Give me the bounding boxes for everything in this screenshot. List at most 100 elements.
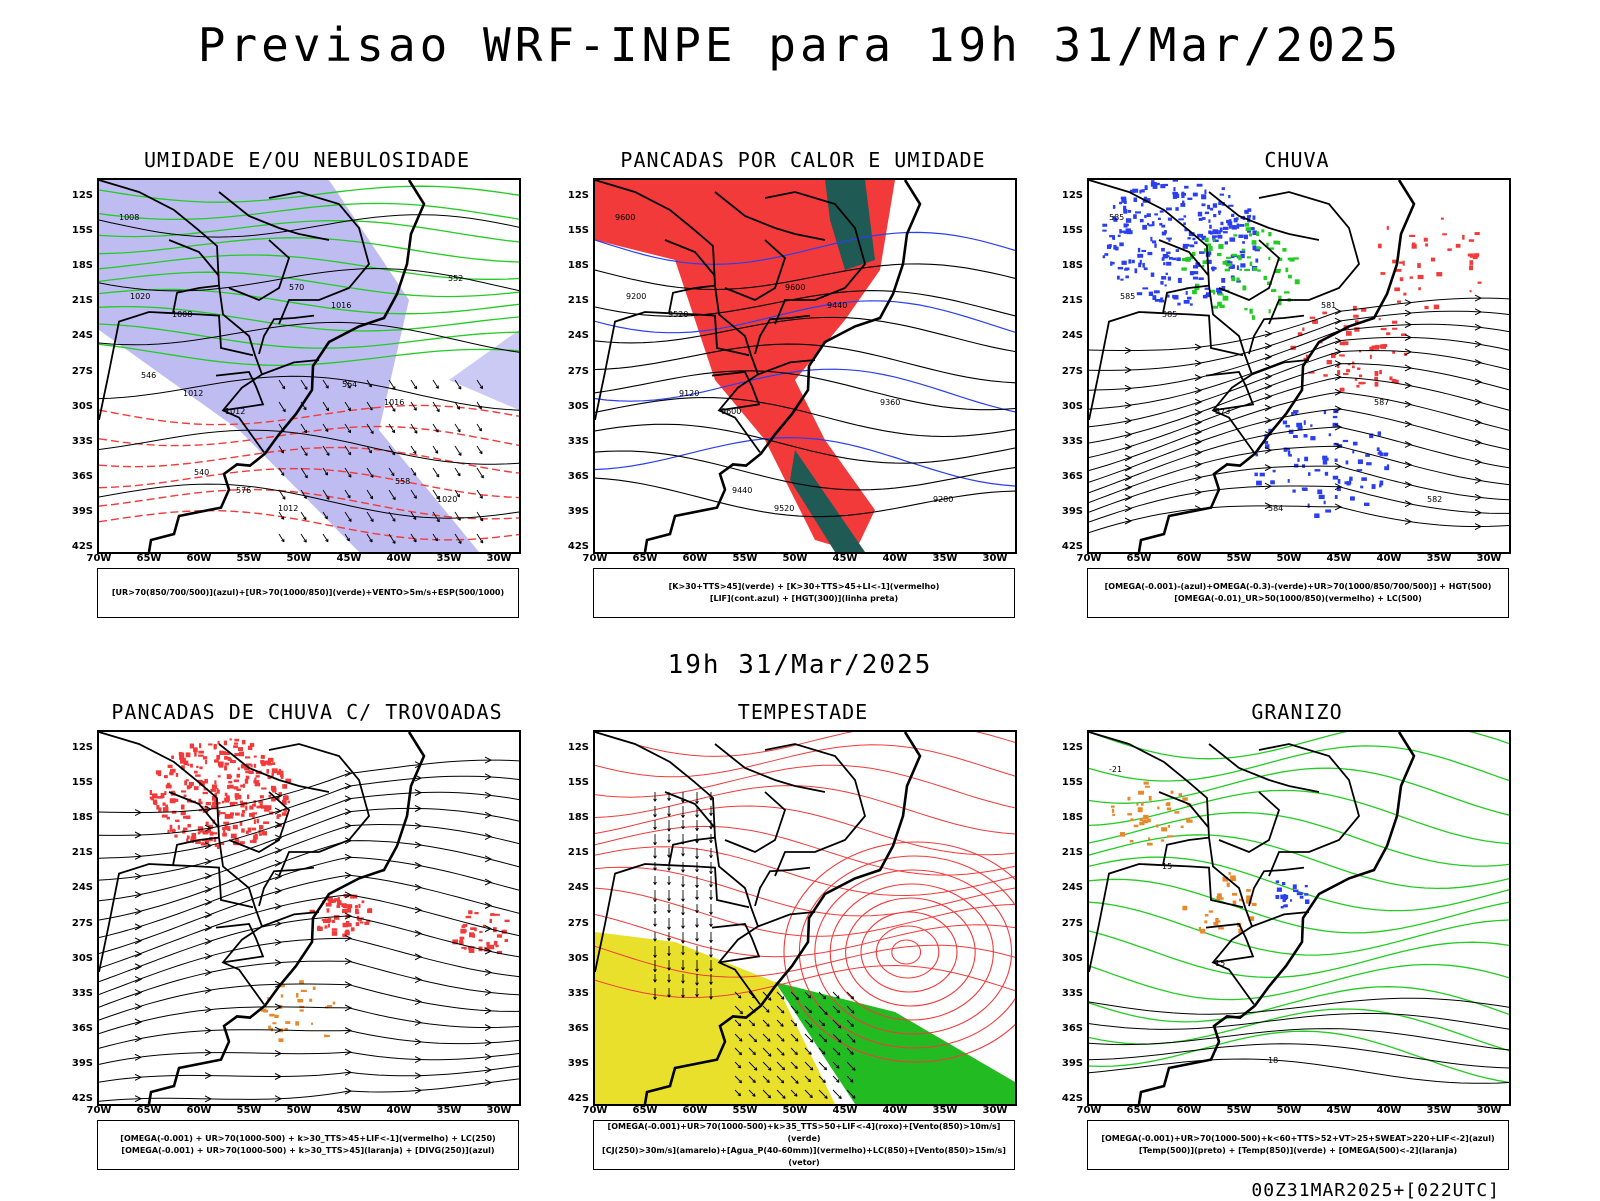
precip-cell [150, 790, 152, 795]
contour-line [1089, 1013, 1509, 1029]
longitude-tick-label: 60W [1174, 553, 1204, 564]
precip-cell [1124, 268, 1128, 270]
precip-cell [364, 922, 369, 925]
precip-cell [1297, 892, 1303, 895]
latitude-tick-label: 24S [1057, 882, 1083, 893]
precip-cell [1192, 290, 1197, 294]
precip-cell [1147, 818, 1151, 822]
precip-cell [216, 788, 218, 793]
contour-label: 564 [342, 380, 357, 389]
precip-cell [1424, 306, 1428, 309]
map-svg: 1008100810121012101610161020102010125765… [99, 180, 519, 552]
panel-title: UMIDADE E/OU NEBULOSIDADE [97, 148, 517, 172]
precip-cell [1142, 225, 1147, 230]
precip-cell [1354, 327, 1359, 332]
precip-cell [1409, 235, 1415, 237]
precip-cell [1325, 472, 1328, 476]
precip-cell [1161, 827, 1167, 831]
precip-cell [198, 799, 201, 804]
precip-cell [199, 766, 202, 769]
streamline [99, 825, 519, 901]
precip-cell [1193, 277, 1198, 280]
streamline [1089, 377, 1509, 457]
longitude-tick-label: 30W [484, 553, 514, 564]
precip-cell [268, 1026, 271, 1029]
contour-line [595, 847, 1015, 896]
latitude-tick-label: 24S [67, 882, 93, 893]
precip-cell [1270, 480, 1275, 484]
precip-cell [1379, 450, 1382, 453]
precip-cell [347, 908, 351, 913]
precip-cell [1161, 276, 1166, 280]
contour-label: 9440 [732, 486, 752, 495]
precip-cell [224, 741, 227, 746]
precip-cell [156, 770, 161, 774]
contour-label: 15 [1215, 959, 1225, 968]
precip-cell [1372, 484, 1376, 489]
precip-cell [1113, 205, 1115, 209]
precip-cell [1238, 255, 1241, 258]
precip-cell [170, 830, 176, 832]
precip-cell [1233, 234, 1237, 236]
precip-cell [1364, 503, 1369, 506]
precip-cell [1469, 265, 1473, 270]
precip-cell [1400, 277, 1404, 281]
precip-cell [262, 831, 267, 835]
longitude-tick-label: 70W [1074, 1105, 1104, 1116]
latitude-tick-label: 12S [67, 742, 93, 753]
precip-cell [1379, 318, 1381, 320]
precip-cell [1375, 382, 1379, 387]
streamline [99, 760, 519, 812]
precip-cell [1282, 882, 1285, 885]
precip-cell [1157, 807, 1159, 810]
latitude-tick-label: 33S [67, 436, 93, 447]
country-border [1259, 744, 1359, 876]
latitude-tick-label: 12S [563, 190, 589, 201]
precip-cell [1353, 315, 1359, 318]
precip-cell [1476, 253, 1480, 256]
precip-cell [1166, 207, 1172, 210]
country-border [1163, 865, 1243, 907]
precip-cell [1147, 252, 1152, 255]
precip-cell [1160, 281, 1163, 285]
contour-label: 584 [1268, 504, 1283, 513]
precip-cell [1159, 300, 1164, 303]
precip-cell [1327, 360, 1332, 364]
precip-cell [222, 833, 227, 837]
precip-cell [1392, 328, 1397, 330]
precip-cell [266, 769, 269, 774]
precip-cell [301, 990, 307, 992]
precip-cell [1431, 258, 1435, 262]
precip-cell [1181, 192, 1184, 196]
precip-cell [231, 834, 237, 839]
latitude-tick-label: 24S [1057, 330, 1083, 341]
precip-cell [229, 785, 234, 789]
precip-cell [1239, 224, 1244, 227]
precip-cell [1271, 289, 1276, 292]
precip-cell [274, 1015, 278, 1018]
longitude-tick-label: 45W [334, 1105, 364, 1116]
precip-cell [1212, 229, 1218, 234]
precip-cell [1130, 818, 1133, 821]
precip-cell [259, 825, 263, 829]
precip-cell [1285, 268, 1288, 273]
precip-cell [1284, 291, 1290, 293]
longitude-tick-label: 40W [1374, 1105, 1404, 1116]
precip-cell [1199, 251, 1205, 254]
precip-cell [170, 825, 173, 830]
precip-cell [1381, 328, 1387, 330]
precip-cell [238, 747, 243, 751]
precip-cell [1338, 479, 1341, 484]
precip-cell [214, 745, 217, 750]
precip-cell [1173, 187, 1175, 191]
precip-cell [1240, 251, 1245, 254]
precip-cell [1148, 837, 1150, 839]
precip-cell [479, 939, 483, 941]
longitude-tick-label: 45W [830, 1105, 860, 1116]
precip-cell [1335, 459, 1338, 462]
legend-line: [OMEGA(-0.001)+UR>70(1000-500)+k>35_TTS>… [594, 1121, 1014, 1145]
precip-cell [225, 763, 229, 766]
country-border [219, 744, 329, 792]
contour-label: 1016 [384, 398, 404, 407]
